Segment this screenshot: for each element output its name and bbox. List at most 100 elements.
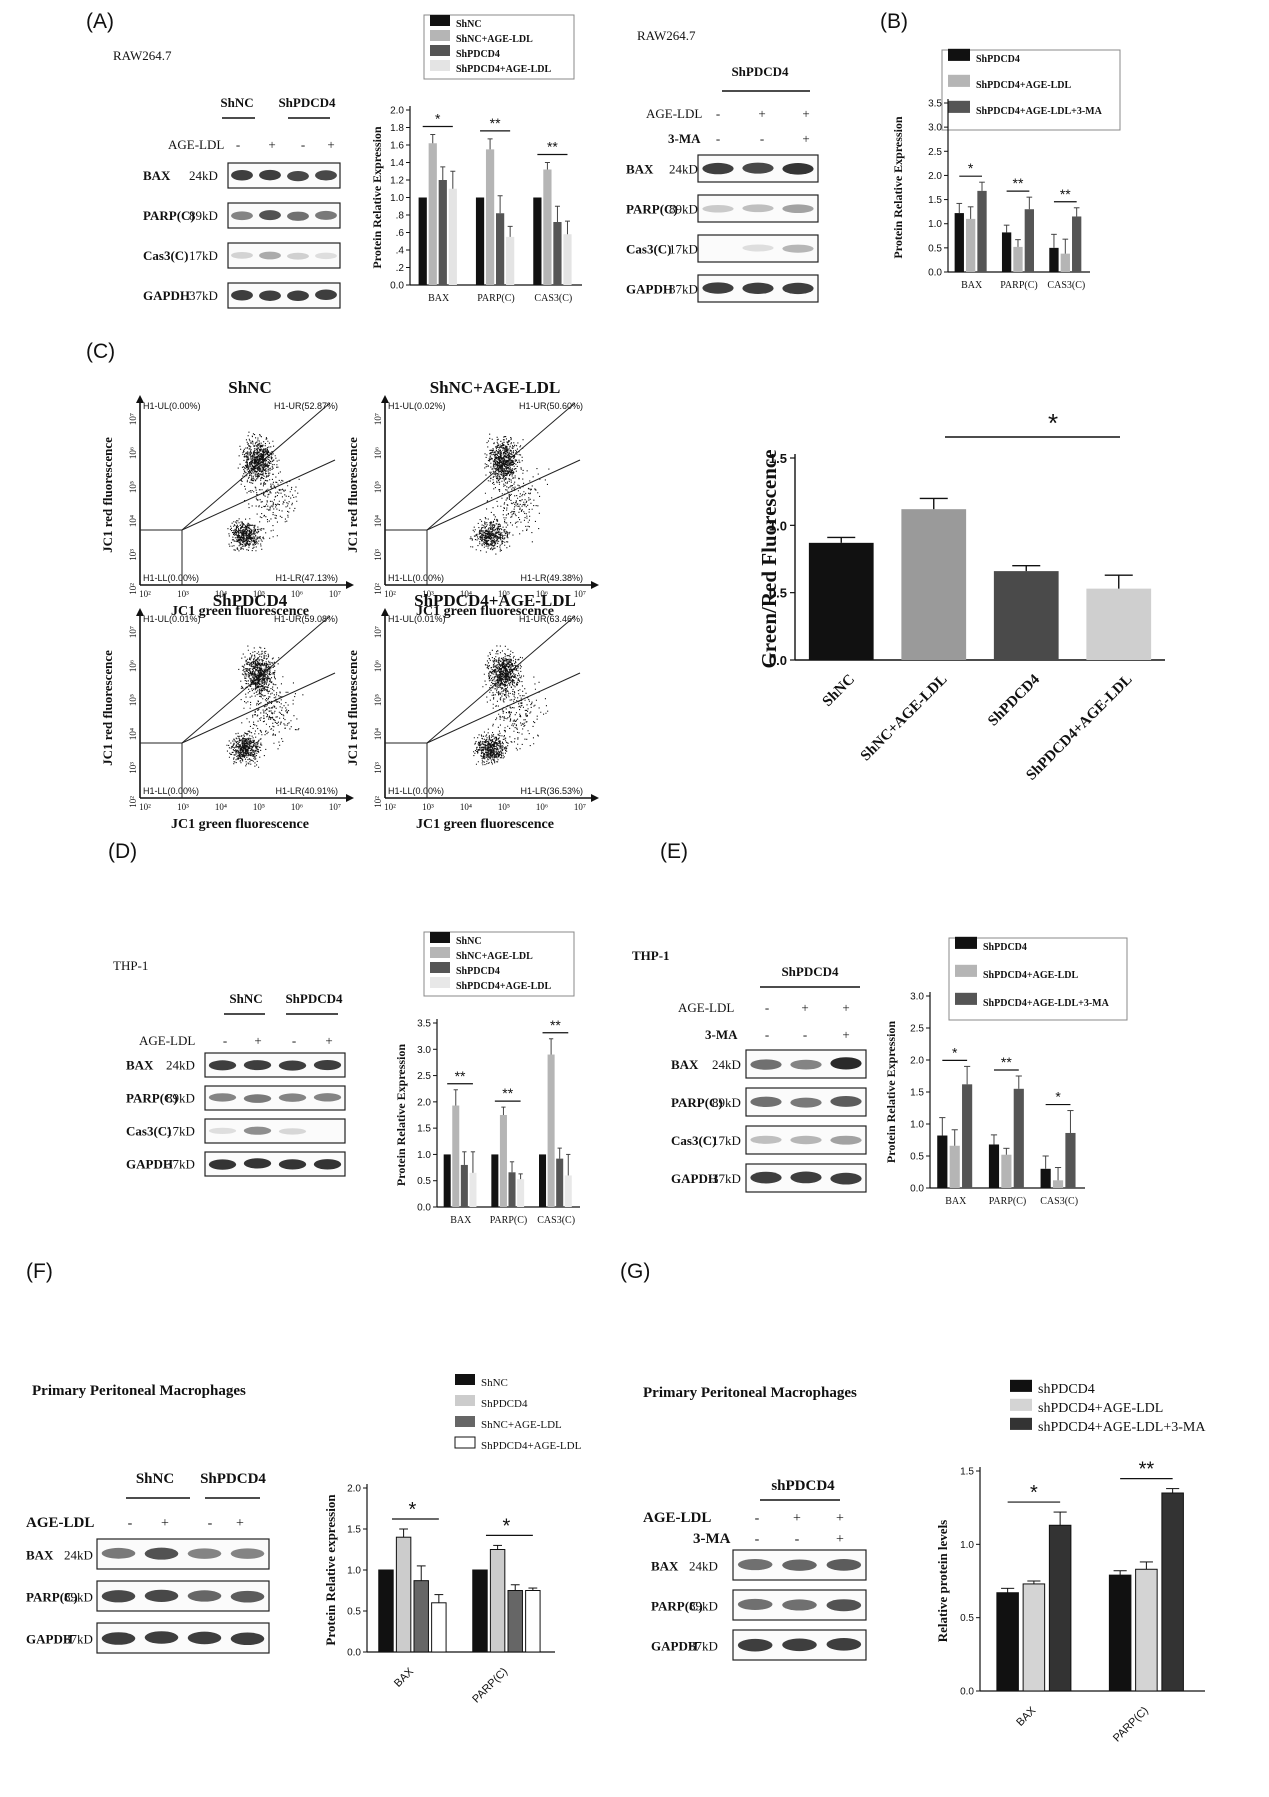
blot-band — [782, 1559, 817, 1571]
treatment-sign: - — [301, 137, 305, 152]
x-category-label: ShNC+AGE-LDL — [858, 672, 951, 765]
treatment-sign: - — [760, 131, 764, 146]
blot-band — [208, 1093, 237, 1102]
flow-quadrant-lr: H1-LR(40.91%) — [275, 786, 338, 796]
blot-band — [742, 244, 774, 252]
treatment-label: AGE-LDL — [678, 1000, 734, 1015]
bar — [1048, 1524, 1072, 1692]
blot-band — [259, 169, 281, 181]
y-tick-label: 1.0 — [417, 1150, 431, 1161]
blot-band — [742, 204, 774, 213]
treatment-sign: + — [325, 1033, 332, 1048]
y-tick-label: 0.0 — [769, 653, 787, 668]
legend-swatch — [948, 74, 970, 87]
group-label: ShPDCD4 — [200, 1471, 266, 1487]
flow-y-tick: 10⁵ — [128, 694, 138, 706]
bar — [1086, 588, 1152, 660]
blot-band — [259, 210, 281, 221]
chart-E: 0.0 0.5 1.0 1.5 2.0 2.5 3.0 Protein Relative Ex… — [884, 992, 1085, 1207]
cell-line-label: THP-1 — [632, 948, 670, 963]
blot-band — [782, 163, 814, 175]
flow-x-tick: 10⁷ — [329, 589, 341, 599]
flow-x-arrow — [346, 794, 354, 802]
significance-marker: ** — [1013, 175, 1024, 191]
treatment-sign: + — [327, 137, 334, 152]
legend-swatch — [955, 992, 977, 1005]
flow-y-tick: 10³ — [373, 762, 383, 774]
blot-protein-name: BAX — [126, 1057, 154, 1072]
flow-y-tick: 10⁷ — [373, 413, 383, 425]
y-tick-label: 3.5 — [928, 99, 942, 110]
x-category-label: BAX — [392, 1665, 417, 1690]
flow-y-arrow — [381, 395, 389, 403]
flow-x-tick: 10³ — [177, 802, 189, 812]
blot-protein-name: PARP(C) — [671, 1095, 723, 1110]
legend-swatch — [955, 936, 977, 949]
bar — [1072, 216, 1082, 272]
x-category-label: CAS3(C) — [534, 293, 572, 304]
x-category-label: CAS3(C) — [1040, 1196, 1078, 1207]
flow-plot-title: ShNC — [228, 378, 271, 397]
y-axis-label: Protein Relative Expression — [884, 1021, 898, 1164]
flow-quadrant-ur: H1-UR(59.08%) — [274, 614, 338, 624]
flow-plot-title: ShPDCD4+AGE-LDL — [414, 591, 576, 610]
bar — [937, 1135, 948, 1188]
y-tick-label: 1.5 — [417, 1124, 431, 1135]
blot-band — [750, 1096, 782, 1108]
blot-band — [144, 1589, 179, 1602]
blot-band — [259, 290, 281, 301]
y-tick-label: 0.0 — [910, 1184, 924, 1195]
flow-quadrant-ll: H1-LL(0.00%) — [143, 573, 199, 583]
legend-D: ShNC ShNC+AGE-LDL ShPDCD4 ShPDCD4+AGE-LDL — [423, 931, 575, 997]
blot-band — [737, 1598, 773, 1610]
legend-label: ShNC+AGE-LDL — [456, 951, 533, 962]
blot-kd-label: 17kD — [166, 1123, 195, 1138]
flow-y-tick: 10⁶ — [373, 660, 383, 672]
blot-band — [278, 1060, 307, 1071]
bar — [491, 1154, 499, 1207]
blot-band — [101, 1590, 136, 1603]
treatment-sign: - — [292, 1033, 296, 1048]
flow-y-tick: 10⁷ — [128, 626, 138, 638]
flow-x-tick: 10⁴ — [215, 589, 227, 599]
y-tick-label: 1.0 — [910, 1120, 924, 1131]
flow-plot: ShNC 10² 10³ 10⁴ 10⁵ 10⁶ 10⁷ 10² 10³ 10⁴ 10⁵ 10⁶ 10⁷… — [100, 378, 354, 619]
flow-plot: ShPDCD4+AGE-LDL 10² 10³ 10⁴ 10⁵ 10⁶ 10⁷ 10² 10³ 1… — [345, 591, 599, 832]
legend-swatch — [430, 962, 450, 973]
treatment-sign: - — [223, 1033, 227, 1048]
bar — [996, 1592, 1019, 1692]
flow-x-tick: 10⁵ — [498, 802, 510, 812]
blot-kd-label: 89kD — [189, 208, 218, 223]
blot-band — [315, 252, 337, 260]
legend-swatch — [430, 947, 450, 958]
treatment-label: AGE-LDL — [643, 1510, 711, 1526]
legend-A: ShNC ShNC+AGE-LDL ShPDCD4 ShPDCD4+AGE-LDL — [423, 14, 575, 80]
treatment-sign: + — [802, 131, 809, 146]
group-label: shPDCD4 — [771, 1478, 835, 1494]
blot-band — [313, 1159, 342, 1170]
flow-y-tick: 10² — [373, 583, 383, 595]
legend-box — [948, 937, 1128, 1021]
flow-x-arrow — [591, 581, 599, 589]
blot-band — [702, 204, 734, 213]
blot-protein-name: GAPDH — [626, 281, 673, 296]
group-label: ShPDCD4 — [278, 95, 336, 110]
blot-protein-name: PARP(C) — [143, 208, 195, 223]
legend-label: ShNC+AGE-LDL — [481, 1419, 562, 1431]
legend-label: ShNC — [481, 1377, 508, 1389]
y-tick-label: 2.0 — [910, 1056, 924, 1067]
x-category-label: PARP(C) — [989, 1196, 1026, 1207]
flow-x-tick: 10⁵ — [253, 802, 265, 812]
treatment-sign: - — [765, 1027, 769, 1042]
blot-band — [287, 211, 309, 221]
blot-protein-name: PARP(C) — [26, 1589, 78, 1604]
flow-y-tick: 10³ — [128, 762, 138, 774]
x-category-label: CAS3(C) — [537, 1215, 575, 1226]
flow-quadrant-ur: H1-UR(50.60%) — [519, 401, 583, 411]
legend-label: ShPDCD4+AGE-LDL — [456, 64, 551, 75]
legend-label: shPDCD4+AGE-LDL — [1038, 1401, 1163, 1416]
blot-kd-label: 89kD — [689, 1598, 718, 1613]
